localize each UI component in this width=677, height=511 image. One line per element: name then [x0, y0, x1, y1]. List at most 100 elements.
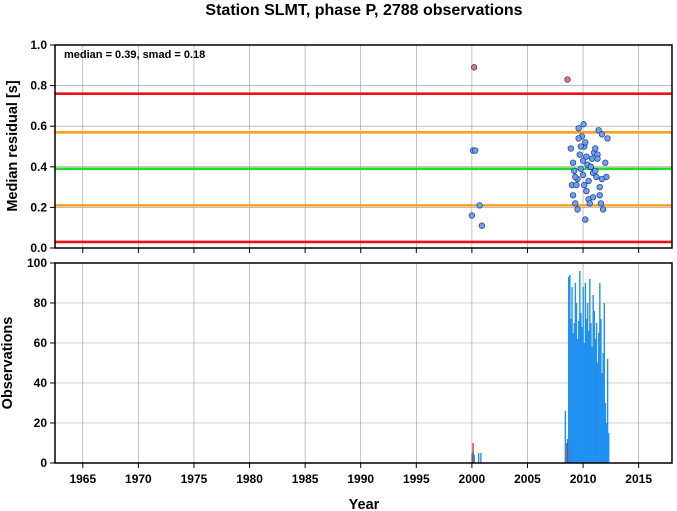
observations-bars [471, 271, 610, 463]
x-tick-label: 1985 [292, 472, 319, 486]
residual-point [567, 145, 574, 152]
residual-point [583, 153, 590, 160]
observation-bar [569, 275, 571, 463]
observation-bar [583, 343, 585, 463]
residual-point [572, 200, 579, 207]
residual-frame [54, 44, 673, 249]
observation-bar [580, 313, 582, 463]
x-axis-label: Year [349, 497, 380, 511]
x-tick-label: 1990 [347, 472, 374, 486]
observation-bar [608, 433, 610, 463]
observation-bar [473, 455, 475, 463]
residual-point [577, 165, 584, 172]
x-tick-label: 2010 [570, 472, 597, 486]
observation-bar [477, 453, 480, 463]
highlight-bar [472, 443, 474, 463]
observations-panel: 0 20 40 60 80 100 1965 1970 1975 1980 1985 1990 199… [0, 256, 673, 511]
observation-bar [471, 453, 473, 463]
observation-bar [568, 277, 570, 463]
observation-bar [480, 453, 482, 463]
observation-bar [591, 347, 593, 463]
observation-bar [576, 339, 579, 463]
chart-title: Station SLMT, phase P, 2788 observations [205, 2, 522, 19]
observations-y-tick-label: 80 [34, 296, 48, 310]
observation-bar [604, 403, 607, 463]
highlight-bar [566, 443, 569, 463]
residual-point [579, 171, 587, 179]
x-tick-label: 2005 [514, 472, 541, 486]
residual-point [604, 135, 611, 142]
residual-points [468, 64, 611, 229]
observations-y-label: Observations [0, 317, 16, 410]
residual-point [580, 121, 587, 128]
residual-point [571, 167, 578, 175]
observation-bar [590, 323, 592, 463]
residual-point [596, 183, 603, 191]
residual-point [472, 147, 479, 154]
observation-bar [592, 295, 594, 463]
residual-point [598, 131, 606, 138]
residual-y-tick-label: 0.0 [30, 241, 47, 255]
observation-bar [603, 303, 605, 463]
observation-bar [575, 303, 578, 463]
residual-point [478, 222, 486, 229]
residual-y-ticks: 0.0 0.2 0.4 0.6 0.8 1.0 [30, 38, 55, 255]
observation-bar [578, 321, 580, 463]
residual-point [573, 181, 580, 189]
observation-bar [571, 287, 573, 463]
residual-y-tick-label: 0.2 [30, 200, 47, 214]
observation-bar [588, 331, 590, 463]
observations-y-tick-label: 100 [27, 256, 47, 270]
observation-bar [595, 323, 598, 463]
observation-bar [601, 373, 603, 463]
residual-point [586, 200, 593, 207]
observation-bar [565, 443, 568, 463]
residual-point [594, 155, 601, 162]
observation-bar [582, 287, 584, 463]
observation-bar [564, 411, 567, 463]
reference-lines [55, 92, 672, 244]
residual-point [572, 173, 579, 181]
outlier-point [564, 76, 571, 83]
observation-bar [593, 311, 595, 463]
residual-point [575, 135, 582, 142]
residual-point [589, 194, 597, 201]
residual-point [602, 159, 609, 166]
observations-y-ticks: 0 20 40 60 80 100 [27, 256, 55, 470]
observation-bar [574, 283, 577, 463]
residual-point [476, 202, 483, 209]
residual-point [576, 151, 583, 158]
residual-point [468, 212, 476, 219]
outlier-point [470, 64, 478, 71]
residual-point [587, 163, 594, 170]
observation-bar [599, 283, 601, 463]
x-tick-label: 1965 [69, 472, 96, 486]
observation-bar [570, 319, 572, 463]
residual-point [596, 192, 603, 199]
observations-y-tick-label: 20 [34, 416, 48, 430]
residual-point [569, 192, 577, 199]
observation-bar [584, 283, 587, 463]
observation-bar [581, 327, 583, 463]
residual-point [597, 200, 605, 207]
observation-bar [605, 423, 608, 463]
residual-y-tick-label: 0.4 [30, 160, 47, 174]
observation-bar [579, 271, 581, 463]
x-tick-label: 1975 [181, 472, 208, 486]
residual-point [569, 159, 577, 166]
observations-y-tick-label: 40 [34, 376, 48, 390]
residual-point [574, 206, 581, 213]
observations-y-tick-label: 0 [40, 456, 47, 470]
residual-point [582, 216, 589, 223]
residual-y-tick-label: 0.8 [30, 79, 47, 93]
residual-point [581, 181, 588, 189]
residual-point [575, 125, 582, 132]
observation-bar [598, 333, 600, 463]
residual-y-tick-label: 1.0 [30, 38, 47, 52]
observation-bar [586, 303, 589, 463]
residual-point [595, 127, 602, 134]
observation-bar [600, 319, 602, 463]
observation-bar [589, 279, 591, 463]
observation-bar [585, 319, 588, 463]
